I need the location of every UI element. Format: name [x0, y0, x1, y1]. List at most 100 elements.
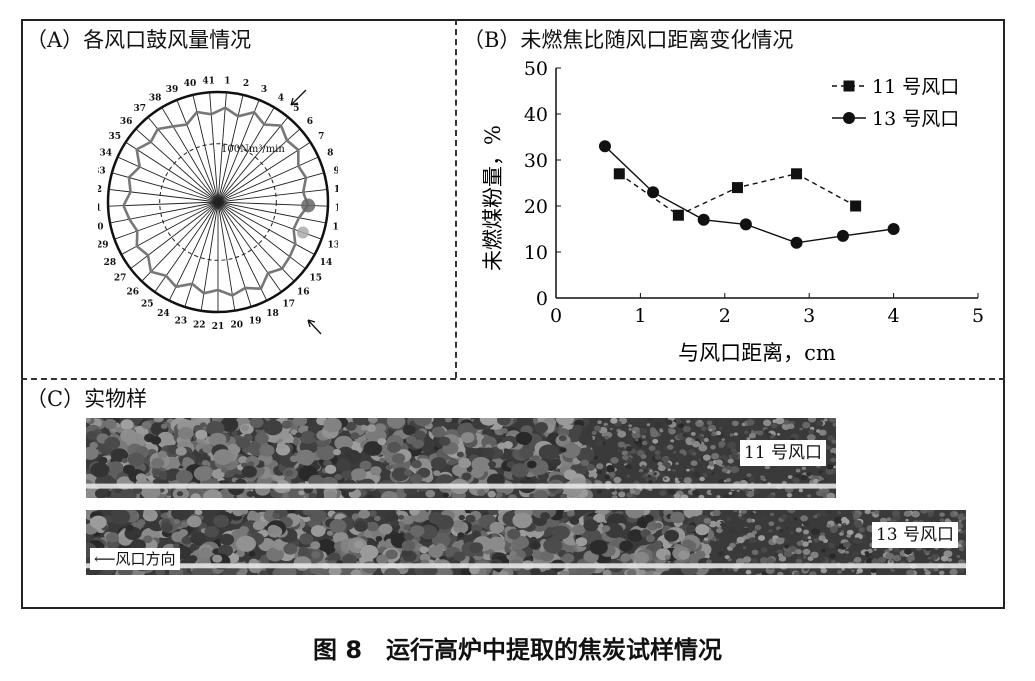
- coke-particle: [831, 560, 836, 564]
- coke-particle: [605, 425, 609, 428]
- coke-particle: [784, 538, 790, 544]
- coke-particle: [749, 475, 757, 482]
- tuyere-label: 13: [327, 241, 338, 251]
- tuyere-label: 40: [184, 79, 197, 89]
- coke-particle: [787, 475, 793, 479]
- coke-particle: [745, 491, 749, 494]
- coke-particle: [631, 431, 641, 439]
- coke-particle: [667, 488, 676, 495]
- coke-particle: [675, 462, 679, 465]
- coke-particle: [751, 549, 759, 555]
- coke-particle: [254, 432, 269, 444]
- tuyere-label: 26: [126, 288, 139, 298]
- radar-spoke: [130, 201, 219, 270]
- coke-particle: [409, 473, 423, 485]
- coke-particle: [477, 489, 486, 496]
- coke-particle: [202, 444, 214, 454]
- coke-particle: [161, 522, 174, 533]
- direction-label: ⟵风口方向: [90, 548, 180, 570]
- coke-particle: [632, 430, 636, 434]
- coke-particle: [769, 512, 775, 517]
- coke-particle: [465, 514, 476, 523]
- coke-particle: [497, 418, 511, 426]
- coke-particle: [665, 419, 673, 425]
- coke-particle: [249, 418, 264, 428]
- coke-particle: [508, 494, 517, 498]
- coke-particle: [283, 543, 298, 555]
- x-tick-label: 2: [719, 305, 731, 327]
- coke-particle: [566, 510, 575, 517]
- coke-particle: [743, 512, 751, 518]
- radar-spoke: [184, 201, 219, 308]
- coke-particle: [345, 421, 357, 431]
- coke-particle: [690, 431, 696, 436]
- coke-particle: [358, 510, 370, 519]
- radar-spoke: [217, 116, 289, 203]
- y-tick-label: 30: [524, 150, 548, 172]
- coke-particle: [591, 430, 597, 435]
- coke-particle: [471, 456, 491, 473]
- coke-particle: [785, 526, 789, 530]
- coke-particle: [562, 553, 575, 563]
- coke-particle: [456, 451, 464, 458]
- coke-particle: [931, 553, 939, 560]
- coke-particle: [135, 473, 147, 482]
- coke-particle: [736, 536, 745, 544]
- coke-particle: [650, 429, 658, 436]
- coke-particle: [218, 544, 233, 557]
- coke-particle: [471, 530, 482, 539]
- coke-particle: [366, 424, 377, 432]
- coke-particle: [583, 519, 599, 532]
- tuyere-label: 21: [212, 322, 225, 332]
- coke-particle: [811, 528, 820, 536]
- coke-particle: [375, 536, 383, 542]
- coke-particle: [729, 542, 736, 548]
- coke-particle: [959, 530, 963, 534]
- coke-particle: [206, 421, 225, 436]
- coke-particle: [559, 570, 570, 575]
- coke-particle: [430, 457, 447, 470]
- coke-particle: [552, 525, 570, 540]
- coke-particle: [771, 423, 778, 429]
- coke-particle: [89, 441, 98, 449]
- coke-particle: [673, 493, 681, 498]
- coke-particle: [746, 419, 755, 426]
- coke-particle: [252, 520, 265, 531]
- coke-particle: [419, 553, 431, 562]
- coke-particle: [498, 570, 509, 575]
- coke-particle: [512, 512, 533, 529]
- coke-particle: [417, 467, 431, 478]
- coke-particle: [731, 420, 739, 427]
- coke-particle: [963, 513, 966, 517]
- coke-particle: [715, 459, 723, 466]
- coke-particle: [640, 454, 647, 459]
- radar-spoke: [147, 116, 219, 203]
- coke-particle: [748, 433, 756, 439]
- coke-particle: [818, 470, 823, 475]
- radar-spoke: [217, 201, 252, 308]
- coke-particle: [171, 510, 190, 521]
- coke-particle: [671, 468, 677, 473]
- direction-text: 风口方向: [115, 550, 176, 568]
- coke-particle: [194, 510, 203, 516]
- coke-particle: [86, 418, 92, 423]
- coke-particle: [864, 510, 871, 515]
- scale-label: 100Nm³/min: [221, 144, 285, 155]
- y-tick-label: 50: [524, 58, 548, 80]
- coke-particle: [826, 464, 834, 470]
- coke-particle: [795, 468, 801, 473]
- coke-particle: [798, 488, 804, 493]
- coke-particle: [596, 463, 604, 470]
- coke-particle: [368, 418, 378, 424]
- coke-particle: [807, 434, 816, 442]
- coke-particle: [886, 517, 892, 522]
- coke-particle: [958, 568, 965, 573]
- coke-particle: [617, 430, 627, 438]
- coke-particle: [560, 493, 568, 498]
- coke-particle: [86, 431, 98, 440]
- coke-particle: [904, 548, 912, 555]
- coke-particle: [649, 469, 653, 473]
- coke-particle: [759, 557, 769, 564]
- coke-particle: [410, 525, 425, 537]
- coke-particle: [727, 458, 734, 464]
